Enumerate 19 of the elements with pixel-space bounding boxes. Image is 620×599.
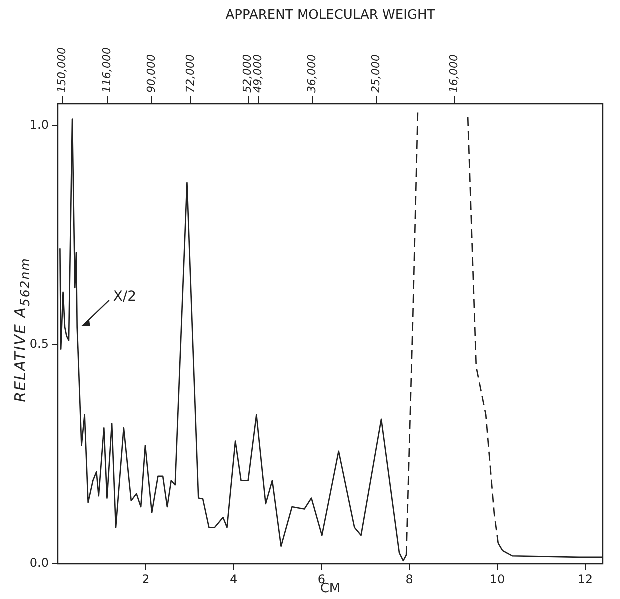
x-tick-label: 8	[406, 572, 414, 586]
x2-tick-label: 36,000	[305, 54, 318, 93]
x2-tick-label: 90,000	[144, 54, 158, 93]
x2-tick-label: 72,000	[184, 54, 197, 93]
x2-axis-title: APPARENT MOLECULAR WEIGHT	[226, 8, 436, 24]
x-tick-label: 12	[578, 572, 594, 586]
x2-tick-label: 49,000	[251, 54, 264, 93]
x-tick-label: 10	[490, 572, 506, 586]
x-tick-label: 4	[230, 572, 238, 586]
x2-tick-label: 150,000	[55, 48, 68, 93]
x2-tick-label: 116,000	[100, 48, 114, 93]
annotation: X/2	[113, 289, 137, 306]
x2-tick-label: 16,000	[447, 54, 460, 93]
x2-tick-label: 25,000	[369, 54, 382, 93]
y-tick-label: 1.0	[30, 118, 49, 132]
y-tick-label: 0.0	[30, 556, 49, 570]
y-tick-label: 0.5	[30, 337, 49, 352]
x2-tick-label: 52,000	[240, 54, 254, 93]
x-tick-label: 2	[142, 572, 150, 586]
